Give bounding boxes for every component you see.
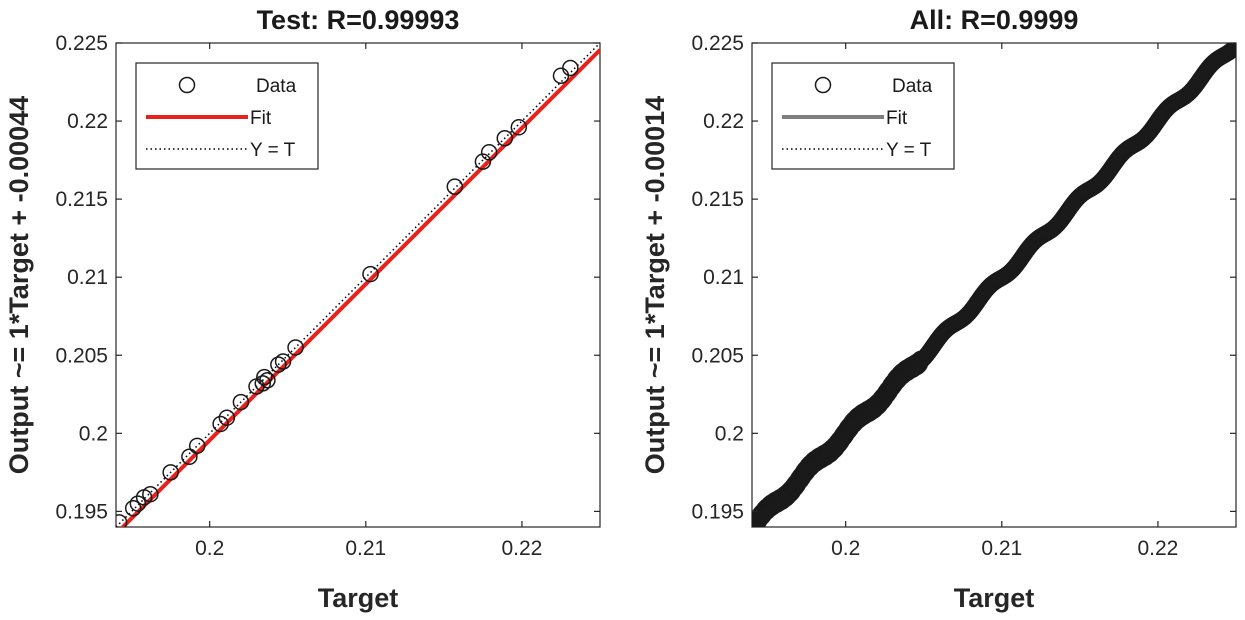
legend-label: Data bbox=[892, 76, 933, 97]
data-point bbox=[124, 500, 142, 517]
legend-label: Y = T bbox=[250, 140, 296, 161]
legend-label: Data bbox=[256, 76, 297, 97]
y-tick-label: 0.21 bbox=[67, 266, 108, 289]
legend-marker-circle bbox=[814, 76, 832, 94]
y-tick-label: 0.195 bbox=[55, 500, 108, 523]
data-point bbox=[218, 409, 236, 426]
data-point bbox=[287, 339, 304, 356]
legend-label: Fit bbox=[886, 108, 908, 129]
legend-marker-circle bbox=[178, 76, 196, 94]
legend-label: Y = T bbox=[886, 140, 932, 161]
y-tick-label: 0.22 bbox=[67, 110, 108, 133]
y-tick-label: 0.215 bbox=[691, 188, 744, 211]
data-point bbox=[116, 514, 128, 527]
y-tick-label: 0.22 bbox=[703, 110, 744, 133]
data-point bbox=[254, 375, 272, 392]
legend: Data Fit Y = T bbox=[771, 62, 955, 170]
x-tick-label: 0.21 bbox=[981, 537, 1022, 560]
data-point bbox=[256, 368, 273, 386]
y-tick-label: 0.195 bbox=[691, 500, 744, 523]
data-point bbox=[496, 129, 514, 147]
x-tick-label: 0.21 bbox=[345, 537, 386, 560]
data-point bbox=[474, 153, 492, 170]
x-axis-label: Target bbox=[954, 583, 1035, 613]
y-tick-label: 0.225 bbox=[55, 32, 108, 55]
data-layer bbox=[752, 43, 1236, 527]
data-point bbox=[510, 119, 528, 136]
x-axis-label: Target bbox=[318, 583, 399, 613]
data-point bbox=[129, 495, 147, 512]
x-tick-label: 0.22 bbox=[1137, 537, 1178, 560]
data-point bbox=[181, 448, 198, 465]
chart-title: All: R=0.9999 bbox=[910, 5, 1079, 35]
y-tick-label: 0.205 bbox=[55, 344, 108, 367]
legend-label: Fit bbox=[250, 108, 272, 129]
data-point bbox=[162, 464, 179, 481]
data-point bbox=[362, 265, 379, 283]
y-tick-label: 0.215 bbox=[55, 188, 108, 211]
identity-line bbox=[116, 43, 600, 527]
chart-title: Test: R=0.99993 bbox=[257, 5, 460, 35]
legend: Data Fit Y = T bbox=[135, 62, 319, 170]
y-tick-label: 0.2 bbox=[79, 422, 108, 445]
data-point bbox=[142, 485, 159, 503]
data-point bbox=[188, 437, 206, 455]
data-layer bbox=[116, 43, 600, 527]
data-point bbox=[274, 353, 292, 370]
x-tick-label: 0.22 bbox=[501, 537, 542, 560]
data-point bbox=[480, 144, 498, 161]
x-tick-label: 0.2 bbox=[195, 537, 224, 560]
data-point bbox=[259, 371, 276, 389]
data-point bbox=[232, 393, 250, 411]
data-point bbox=[446, 178, 464, 195]
data-point bbox=[1227, 43, 1236, 55]
y-tick-label: 0.205 bbox=[691, 344, 744, 367]
x-tick-label: 0.2 bbox=[831, 537, 860, 560]
data-point bbox=[212, 415, 229, 433]
y-axis-label: Output ~= 1*Target + -0.00014 bbox=[640, 96, 670, 474]
panel-test: 0.2 0.21 0.22 0.195 0.2 0.205 0.21 0.215 0.22 0.2… bbox=[4, 5, 601, 613]
y-axis-label: Output ~= 1*Target + -0.00044 bbox=[4, 96, 34, 474]
data-point bbox=[270, 356, 287, 373]
y-tick-label: 0.21 bbox=[703, 266, 744, 289]
y-tick-label: 0.225 bbox=[691, 32, 744, 55]
y-tick-label: 0.2 bbox=[715, 422, 744, 445]
panel-all: 0.2 0.21 0.22 0.195 0.2 0.205 0.21 0.215 0.22 0.2… bbox=[640, 5, 1237, 613]
data-point bbox=[562, 59, 579, 77]
